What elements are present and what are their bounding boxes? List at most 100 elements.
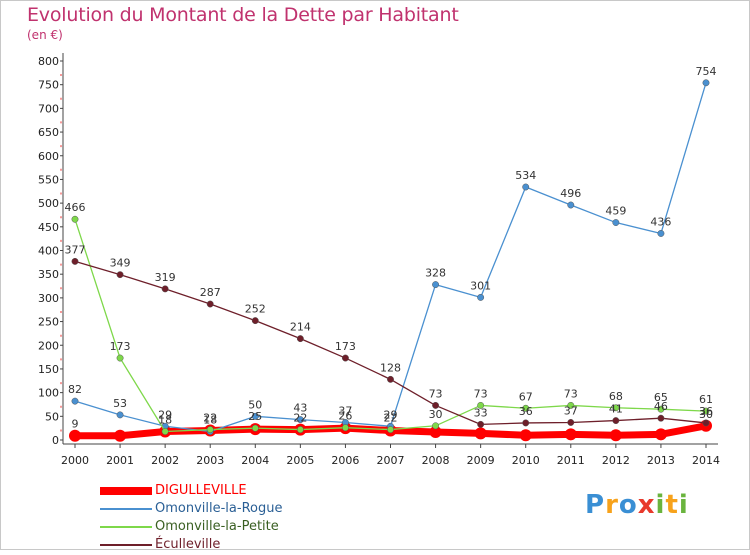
axes: 0501001502002503003504004505005506006507…	[38, 53, 720, 467]
data-point	[612, 417, 620, 425]
legend-item: Omonville-la-Rogue	[100, 501, 360, 519]
x-tick-label: 2001	[106, 454, 134, 467]
data-label: 22	[203, 412, 217, 425]
data-label: 173	[110, 340, 131, 353]
y-tick-label: 750	[38, 79, 59, 92]
legend-item: Éculleville	[100, 537, 360, 555]
y-tick-label: 500	[38, 197, 59, 210]
y-tick-label: 700	[38, 102, 59, 115]
logo-letter: t	[665, 490, 679, 520]
data-point	[71, 397, 79, 405]
x-tick-label: 2012	[602, 454, 630, 467]
data-label: 43	[293, 402, 307, 415]
x-tick-label: 2013	[647, 454, 675, 467]
data-point	[477, 420, 485, 428]
data-label: 36	[519, 405, 533, 418]
data-point	[564, 428, 577, 441]
data-label: 82	[68, 383, 82, 396]
data-label: 25	[248, 410, 262, 423]
legend: DIGULLEVILLE Omonville-la-Rogue Omonville-…	[100, 483, 360, 555]
data-label: 50	[248, 398, 262, 411]
y-tick-label: 200	[38, 339, 59, 352]
data-point	[657, 414, 665, 422]
y-tick-label: 400	[38, 245, 59, 258]
y-tick-label: 250	[38, 316, 59, 329]
logo-letter: i	[655, 490, 666, 520]
data-point	[116, 271, 124, 279]
data-label: 29	[384, 408, 398, 421]
x-tick-label: 2008	[422, 454, 450, 467]
data-label: 73	[564, 387, 578, 400]
data-point	[387, 426, 394, 434]
data-point	[432, 401, 440, 409]
data-label: 18	[203, 413, 217, 426]
y-tick-label: 150	[38, 363, 59, 376]
data-point	[702, 79, 710, 87]
data-label: 466	[65, 201, 86, 214]
data-point	[654, 428, 667, 441]
data-label: 73	[429, 387, 443, 400]
data-label: 252	[245, 303, 266, 316]
data-label: 18	[158, 413, 172, 426]
data-label: 46	[654, 400, 668, 413]
data-label: 128	[380, 361, 401, 374]
data-label: 214	[290, 321, 311, 334]
data-point	[114, 429, 127, 442]
data-point	[296, 416, 304, 424]
data-point	[341, 354, 349, 362]
y-tick-label: 0	[52, 434, 59, 447]
data-label: 61	[699, 393, 713, 406]
legend-label: Omonville-la-Rogue	[155, 501, 283, 516]
data-label: 496	[560, 187, 581, 200]
logo-letter: o	[618, 490, 638, 520]
logo-letter: i	[678, 490, 689, 520]
legend-swatch	[100, 487, 152, 495]
data-point	[69, 429, 81, 442]
data-point	[161, 428, 169, 435]
data-label: 287	[200, 286, 221, 299]
y-tick-label: 300	[38, 292, 59, 305]
legend-swatch	[100, 544, 152, 546]
data-point	[567, 201, 575, 209]
data-point	[432, 422, 440, 430]
x-tick-label: 2000	[61, 454, 89, 467]
x-tick-label: 2005	[286, 454, 314, 467]
x-tick-label: 2003	[196, 454, 224, 467]
data-point	[296, 426, 304, 434]
x-tick-label: 2006	[331, 454, 359, 467]
data-label: 73	[474, 387, 488, 400]
y-tick-label: 50	[45, 410, 59, 423]
data-point	[477, 401, 485, 409]
data-point	[251, 412, 259, 420]
y-tick-label: 800	[38, 55, 59, 68]
x-tick-label: 2007	[377, 454, 405, 467]
data-point	[206, 300, 214, 308]
legend-label: DIGULLEVILLE	[155, 483, 247, 498]
data-point	[251, 317, 259, 325]
data-point	[71, 215, 79, 223]
data-point	[702, 407, 710, 415]
data-label: 37	[338, 404, 352, 417]
series-2	[71, 215, 710, 435]
x-tick-label: 2014	[692, 454, 720, 467]
data-label: 33	[474, 406, 488, 419]
data-point	[296, 335, 304, 343]
data-point	[567, 419, 575, 426]
y-tick-label: 100	[38, 387, 59, 400]
data-point	[609, 429, 622, 442]
data-label: 41	[609, 403, 623, 416]
data-label: 328	[425, 267, 446, 280]
data-label: 22	[293, 412, 307, 425]
data-point	[519, 429, 532, 442]
x-tick-label: 2009	[467, 454, 495, 467]
series-layer	[69, 79, 712, 442]
proxiti-logo: Proxiti	[585, 490, 689, 520]
data-point	[387, 375, 394, 383]
logo-letter: P	[585, 490, 606, 520]
chart-title: Evolution du Montant de la Dette par Hab…	[27, 4, 459, 26]
data-point	[477, 293, 485, 301]
data-label: 22	[384, 412, 398, 425]
data-point	[116, 411, 124, 419]
data-point	[567, 401, 575, 409]
